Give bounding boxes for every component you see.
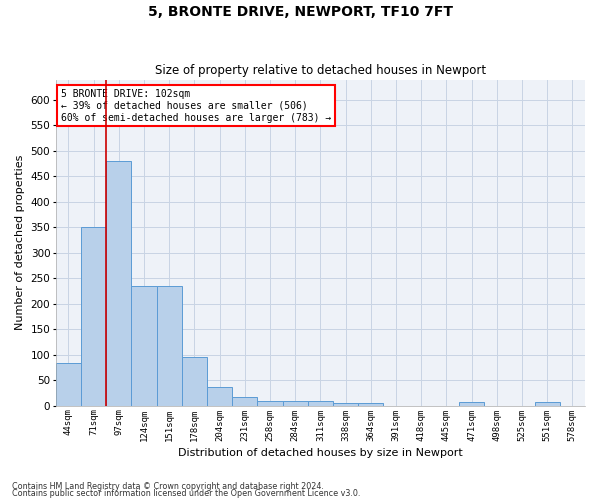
Text: 5, BRONTE DRIVE, NEWPORT, TF10 7FT: 5, BRONTE DRIVE, NEWPORT, TF10 7FT <box>148 5 452 19</box>
Bar <box>131 286 157 406</box>
Title: Size of property relative to detached houses in Newport: Size of property relative to detached ho… <box>155 64 486 77</box>
Bar <box>283 402 308 406</box>
Bar <box>308 402 333 406</box>
Bar <box>56 364 81 406</box>
Bar <box>232 397 257 406</box>
Bar <box>157 286 182 406</box>
Bar <box>182 357 207 406</box>
Bar <box>106 161 131 406</box>
Bar <box>257 402 283 406</box>
Text: 5 BRONTE DRIVE: 102sqm
← 39% of detached houses are smaller (506)
60% of semi-de: 5 BRONTE DRIVE: 102sqm ← 39% of detached… <box>61 90 331 122</box>
Y-axis label: Number of detached properties: Number of detached properties <box>15 155 25 330</box>
Bar <box>333 403 358 406</box>
Bar <box>358 403 383 406</box>
Bar <box>81 228 106 406</box>
X-axis label: Distribution of detached houses by size in Newport: Distribution of detached houses by size … <box>178 448 463 458</box>
Bar <box>459 402 484 406</box>
Text: Contains public sector information licensed under the Open Government Licence v3: Contains public sector information licen… <box>12 489 361 498</box>
Text: Contains HM Land Registry data © Crown copyright and database right 2024.: Contains HM Land Registry data © Crown c… <box>12 482 324 491</box>
Bar <box>207 386 232 406</box>
Bar <box>535 402 560 406</box>
